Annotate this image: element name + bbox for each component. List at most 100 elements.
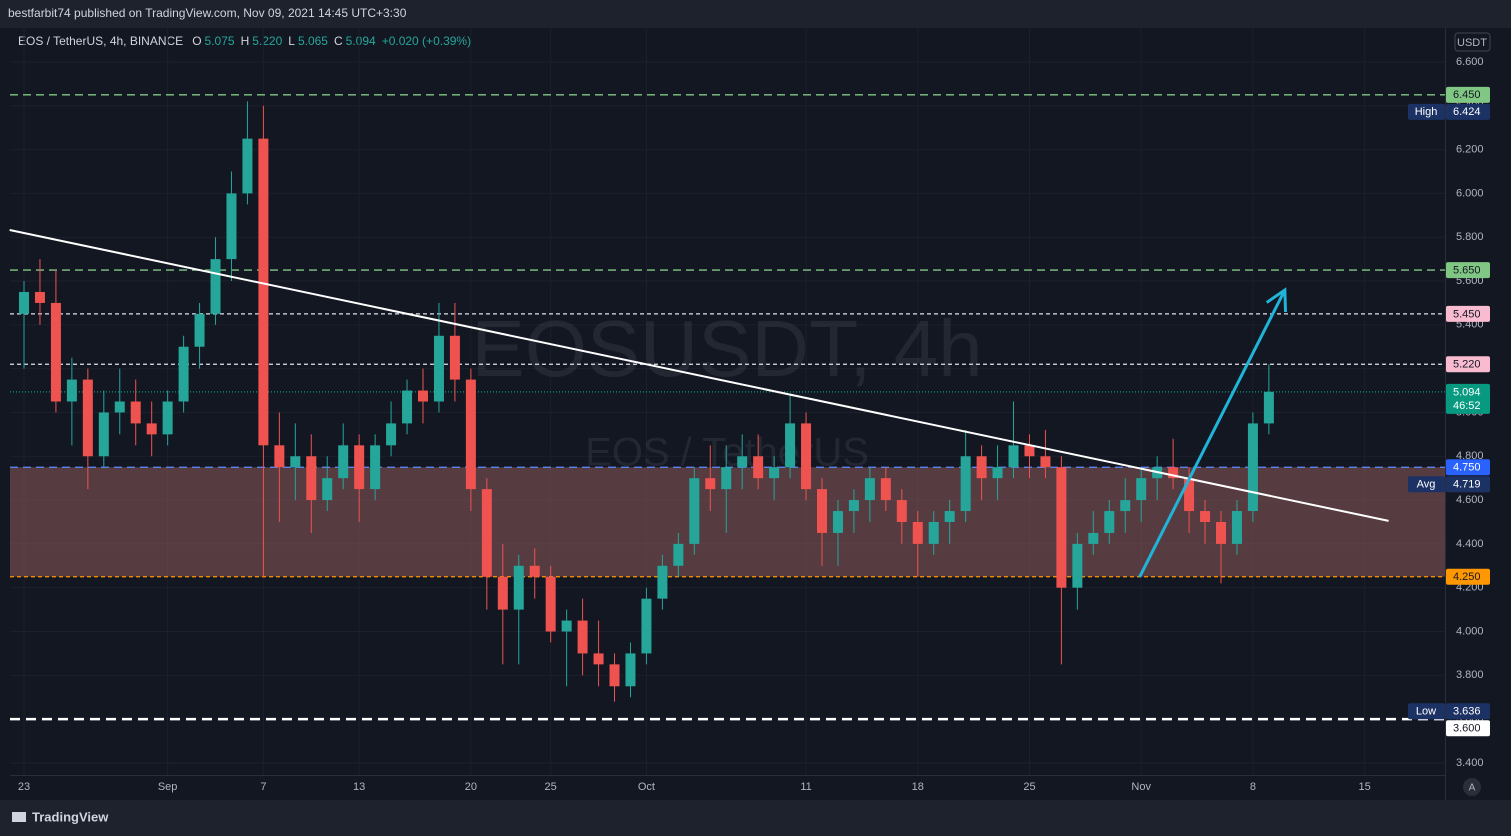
price-tag-name-bg: [1408, 476, 1445, 493]
price-tag: [1446, 262, 1490, 279]
x-tick-label: Sep: [158, 781, 178, 793]
watermark: EOSUSDT, 4h: [471, 304, 982, 393]
candle-body: [465, 379, 476, 490]
candle-body: [178, 346, 189, 402]
candle-body: [433, 335, 444, 402]
y-tick-label: 4.000: [1456, 625, 1484, 637]
price-tag-label: 5.650: [1453, 264, 1481, 276]
ohlc-value: 5.220: [252, 34, 282, 48]
logo-text: TradingView: [32, 809, 109, 824]
candle-body: [338, 445, 349, 479]
candle-body: [258, 138, 269, 446]
candle-body: [1008, 445, 1019, 468]
candle-body: [114, 401, 125, 413]
y-tick-label: 6.200: [1456, 143, 1484, 155]
candle-body: [50, 302, 61, 402]
price-tag-label: 6.450: [1453, 89, 1481, 101]
candle-body: [1104, 511, 1115, 533]
candle-body: [1088, 532, 1099, 544]
candle-body: [625, 653, 636, 687]
y-tick-label: 6.000: [1456, 187, 1484, 199]
candle-body: [1231, 511, 1242, 544]
candle-body: [896, 500, 907, 522]
ohlc-value: 5.065: [298, 34, 328, 48]
y-tick-label: 6.600: [1456, 56, 1484, 68]
candle-body: [848, 500, 859, 512]
candle-body: [785, 423, 796, 468]
candle-body: [418, 390, 428, 402]
symbol-legend: EOS / TetherUS, 4h, BINANCE O 5.075 H 5.220 L…: [18, 34, 471, 48]
price-tag-label: 6.424: [1453, 106, 1481, 118]
candle-body: [832, 511, 843, 533]
candle-body: [513, 565, 524, 610]
price-tag-label: 5.450: [1453, 308, 1481, 320]
ohlc-value: 5.075: [205, 34, 235, 48]
price-tag-label: 4.750: [1453, 462, 1481, 474]
x-tick-label: 13: [353, 781, 365, 793]
candle-body: [370, 445, 381, 490]
price-tag-label: 4.719: [1453, 479, 1481, 491]
candle-body: [593, 653, 604, 665]
candle-body: [1200, 511, 1211, 522]
auto-scale-button[interactable]: [1463, 778, 1481, 796]
candle-body: [402, 390, 413, 424]
price-tag: [1446, 383, 1490, 414]
x-tick-label: 23: [18, 781, 30, 793]
currency-label: USDT: [1457, 37, 1487, 49]
price-tag-name: High: [1415, 106, 1438, 118]
candle-body: [992, 467, 1003, 479]
candle-body: [944, 511, 955, 522]
ohlc-value: 5.094: [346, 34, 376, 48]
candle-body: [19, 291, 29, 314]
logo-icon: [12, 812, 26, 822]
x-tick-label: Oct: [638, 781, 655, 793]
candle-body: [545, 576, 556, 632]
candle-body: [689, 478, 700, 544]
x-tick-label: 25: [1023, 781, 1035, 793]
candle-body: [1263, 391, 1274, 424]
candle-body: [912, 521, 923, 544]
currency-button[interactable]: [1454, 32, 1491, 52]
candle-body: [226, 193, 237, 260]
price-tag-name: Avg: [1417, 479, 1436, 491]
x-tick-label: 15: [1359, 781, 1371, 793]
x-tick-label: 18: [912, 781, 924, 793]
candle-body: [976, 456, 987, 479]
x-tick-label: 25: [545, 781, 557, 793]
candle-body: [1247, 423, 1258, 512]
candle-body: [1184, 478, 1195, 512]
price-tag: [1446, 103, 1490, 120]
publish-note: bestfarbit74 published on TradingView.co…: [8, 6, 407, 20]
y-tick-label: 4.600: [1456, 494, 1484, 506]
candle-body: [641, 598, 652, 654]
candle-body: [864, 478, 875, 501]
price-tag: [1446, 720, 1490, 737]
arrow-head: [1265, 287, 1288, 313]
candle-body: [386, 423, 397, 446]
candle-body: [1120, 500, 1131, 512]
candle-body: [609, 664, 620, 687]
candle-body: [561, 620, 572, 632]
x-tick-label: 8: [1250, 781, 1256, 793]
candle-body: [98, 412, 109, 457]
candle-body: [497, 576, 508, 610]
candle-body: [449, 335, 460, 380]
bottom-bar: [0, 800, 1511, 836]
y-tick-label: 5.800: [1456, 231, 1484, 243]
candle-body: [1168, 467, 1179, 479]
ohlc-key: O: [192, 34, 201, 48]
candle-body: [82, 379, 93, 457]
candle-body: [928, 521, 939, 544]
x-tick-label: 11: [800, 781, 811, 793]
candle-body: [274, 445, 285, 468]
ohlc-key: C: [334, 34, 343, 48]
candle-body: [306, 456, 317, 501]
candle-body: [481, 489, 492, 577]
price-tag: [1446, 568, 1490, 585]
auto-scale-label: A: [1469, 783, 1476, 794]
candle-body: [146, 423, 157, 435]
candle-body: [194, 313, 205, 347]
price-change: +0.020 (+0.39%): [382, 34, 471, 48]
candle-body: [1072, 543, 1083, 588]
